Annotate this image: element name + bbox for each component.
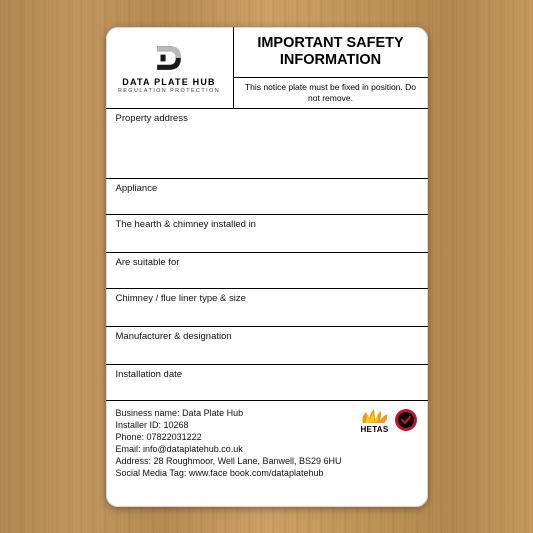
business-name-label: Business name: bbox=[116, 408, 180, 418]
label-flue-liner: Chimney / flue liner type & size bbox=[116, 293, 418, 304]
address-value: 28 Roughmoor, Well Lane, Banwell, BS29 6… bbox=[154, 456, 342, 466]
phone-value: 07822031222 bbox=[147, 432, 202, 442]
hetas-logo: HETAS bbox=[360, 407, 390, 434]
approval-badge-icon bbox=[394, 408, 418, 432]
hetas-flame-icon bbox=[360, 407, 390, 425]
field-flue-liner: Chimney / flue liner type & size bbox=[106, 289, 428, 327]
logo-cell: DATA PLATE HUB REGULATION PROTECTION bbox=[106, 27, 234, 108]
field-suitable-for: Are suitable for bbox=[106, 253, 428, 289]
installer-id-label: Installer ID: bbox=[116, 420, 162, 430]
phone-label: Phone: bbox=[116, 432, 145, 442]
plate-title: IMPORTANT SAFETY INFORMATION bbox=[234, 27, 428, 79]
email-label: Email: bbox=[116, 444, 141, 454]
hetas-label: HETAS bbox=[360, 425, 388, 434]
social-value: www.face book.com/dataplatehub bbox=[189, 468, 324, 478]
footer-line-email: Email: info@dataplatehub.co.uk bbox=[116, 443, 418, 455]
email-value: info@dataplatehub.co.uk bbox=[143, 444, 243, 454]
footer-line-address: Address: 28 Roughmoor, Well Lane, Banwel… bbox=[116, 455, 418, 467]
label-suitable-for: Are suitable for bbox=[116, 257, 418, 268]
plate-subtitle: This notice plate must be fixed in posit… bbox=[234, 78, 428, 107]
label-property-address: Property address bbox=[116, 113, 418, 124]
social-label: Social Media Tag: bbox=[116, 468, 187, 478]
field-appliance: Appliance bbox=[106, 179, 428, 215]
installer-id-value: 10268 bbox=[164, 420, 189, 430]
label-hearth-chimney: The hearth & chimney installed in bbox=[116, 219, 418, 230]
label-installation-date: Installation date bbox=[116, 369, 418, 380]
field-hearth-chimney: The hearth & chimney installed in bbox=[106, 215, 428, 253]
business-name-value: Data Plate Hub bbox=[182, 408, 243, 418]
label-manufacturer: Manufacturer & designation bbox=[116, 331, 418, 342]
label-appliance: Appliance bbox=[116, 183, 418, 194]
footer-line-social: Social Media Tag: www.face book.com/data… bbox=[116, 467, 418, 479]
cert-logos: HETAS bbox=[360, 407, 418, 434]
title-cell: IMPORTANT SAFETY INFORMATION This notice… bbox=[234, 27, 428, 108]
brand-name: DATA PLATE HUB bbox=[122, 77, 215, 87]
brand-logo-icon bbox=[152, 41, 186, 75]
address-label: Address: bbox=[116, 456, 152, 466]
field-manufacturer: Manufacturer & designation bbox=[106, 327, 428, 365]
header-row: DATA PLATE HUB REGULATION PROTECTION IMP… bbox=[106, 27, 428, 109]
field-property-address: Property address bbox=[106, 109, 428, 179]
safety-plate: DATA PLATE HUB REGULATION PROTECTION IMP… bbox=[106, 27, 428, 507]
field-installation-date: Installation date bbox=[106, 365, 428, 401]
footer: Business name: Data Plate Hub Installer … bbox=[106, 401, 428, 488]
brand-tagline: REGULATION PROTECTION bbox=[118, 88, 220, 94]
